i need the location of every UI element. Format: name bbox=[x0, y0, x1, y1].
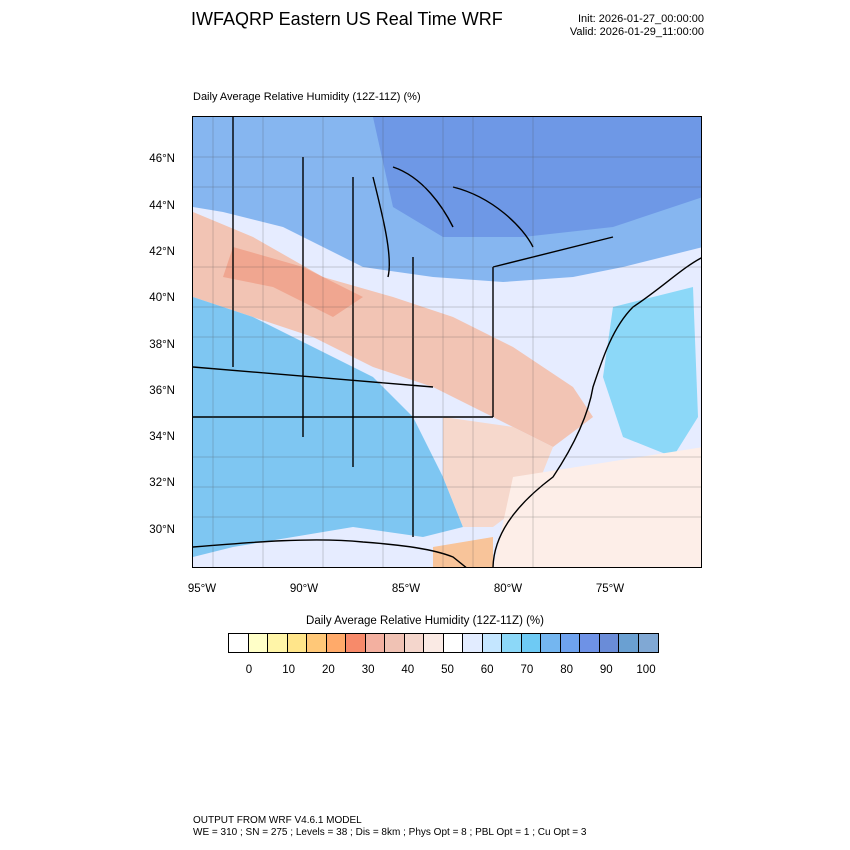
colorbar-swatch bbox=[268, 634, 288, 652]
init-valid-times: Init: 2026-01-27_00:00:00 Valid: 2026-01… bbox=[570, 13, 704, 39]
atlantic-humid-patch bbox=[603, 287, 698, 457]
colorbar-title: Daily Average Relative Humidity (12Z-11Z… bbox=[306, 615, 544, 627]
colorbar-tick-label: 20 bbox=[321, 664, 335, 676]
colorbar-swatch bbox=[229, 634, 249, 652]
colorbar bbox=[228, 633, 659, 653]
colorbar-swatch bbox=[443, 634, 463, 652]
colorbar-tick-label: 80 bbox=[560, 664, 573, 676]
lat-label-34: 34°N bbox=[149, 431, 175, 443]
colorbar-tick-label: 90 bbox=[599, 664, 613, 676]
colorbar-swatch bbox=[482, 634, 502, 652]
colorbar-swatch bbox=[463, 634, 483, 652]
colorbar-swatch bbox=[424, 634, 444, 652]
dry-region-core bbox=[223, 247, 363, 317]
atlantic-south bbox=[493, 447, 701, 567]
colorbar-tick-label: 100 bbox=[636, 664, 656, 676]
model-version: OUTPUT FROM WRF V4.6.1 MODEL bbox=[193, 815, 362, 826]
lat-label-42: 42°N bbox=[149, 246, 175, 258]
valid-time: Valid: 2026-01-29_11:00:00 bbox=[569, 26, 704, 38]
colorbar-swatch bbox=[248, 634, 268, 652]
lon-label-90: 90°W bbox=[289, 583, 319, 595]
colorbar-swatch bbox=[404, 634, 424, 652]
init-time: Init: 2026-01-27_00:00:00 bbox=[578, 13, 704, 25]
colorbar-swatch bbox=[619, 634, 639, 652]
colorbar-tick-label: 40 bbox=[401, 664, 415, 676]
colorbar-swatch bbox=[560, 634, 580, 652]
colorbar-swatch bbox=[385, 634, 405, 652]
colorbar-swatch bbox=[287, 634, 307, 652]
lat-label-46: 46°N bbox=[149, 153, 175, 165]
humid-region-northeast bbox=[373, 117, 701, 237]
colorbar-swatch bbox=[346, 634, 366, 652]
model-config: WE = 310 ; SN = 275 ; Levels = 38 ; Dis … bbox=[193, 827, 587, 838]
colorbar-swatch bbox=[365, 634, 385, 652]
lat-label-44: 44°N bbox=[149, 200, 175, 212]
map-subtitle: Daily Average Relative Humidity (12Z-11Z… bbox=[193, 91, 421, 103]
colorbar-tick-label: 70 bbox=[520, 664, 534, 676]
colorbar-tick-label: 50 bbox=[441, 664, 454, 676]
colorbar-swatch bbox=[502, 634, 522, 652]
lon-label-95: 95°W bbox=[187, 583, 217, 595]
lon-label-80: 80°W bbox=[493, 583, 523, 595]
humid-region-southwest bbox=[193, 297, 463, 557]
lon-label-85: 85°W bbox=[391, 583, 421, 595]
colorbar-swatch bbox=[307, 634, 327, 652]
lat-label-38: 38°N bbox=[149, 339, 175, 351]
colorbar-swatch bbox=[521, 634, 541, 652]
colorbar-swatch bbox=[580, 634, 600, 652]
plot-title: IWFAQRP Eastern US Real Time WRF bbox=[191, 9, 503, 29]
lat-label-36: 36°N bbox=[149, 385, 175, 397]
colorbar-swatch bbox=[326, 634, 346, 652]
lat-label-40: 40°N bbox=[149, 292, 175, 304]
colorbar-swatch bbox=[599, 634, 619, 652]
colorbar-tick-label: 0 bbox=[245, 664, 253, 676]
model-footer: OUTPUT FROM WRF V4.6.1 MODEL WE = 310 ; … bbox=[193, 815, 586, 839]
colorbar-tick-label: 30 bbox=[361, 664, 375, 676]
humidity-map bbox=[192, 116, 702, 568]
colorbar-tick-label: 60 bbox=[480, 664, 494, 676]
florida-dry bbox=[433, 537, 493, 567]
lat-label-32: 32°N bbox=[149, 477, 175, 489]
lon-label-75: 75°W bbox=[595, 583, 625, 595]
colorbar-swatch bbox=[638, 634, 658, 652]
colorbar-swatch bbox=[541, 634, 561, 652]
colorbar-tick-label: 10 bbox=[282, 664, 296, 676]
lat-label-30: 30°N bbox=[149, 524, 175, 536]
